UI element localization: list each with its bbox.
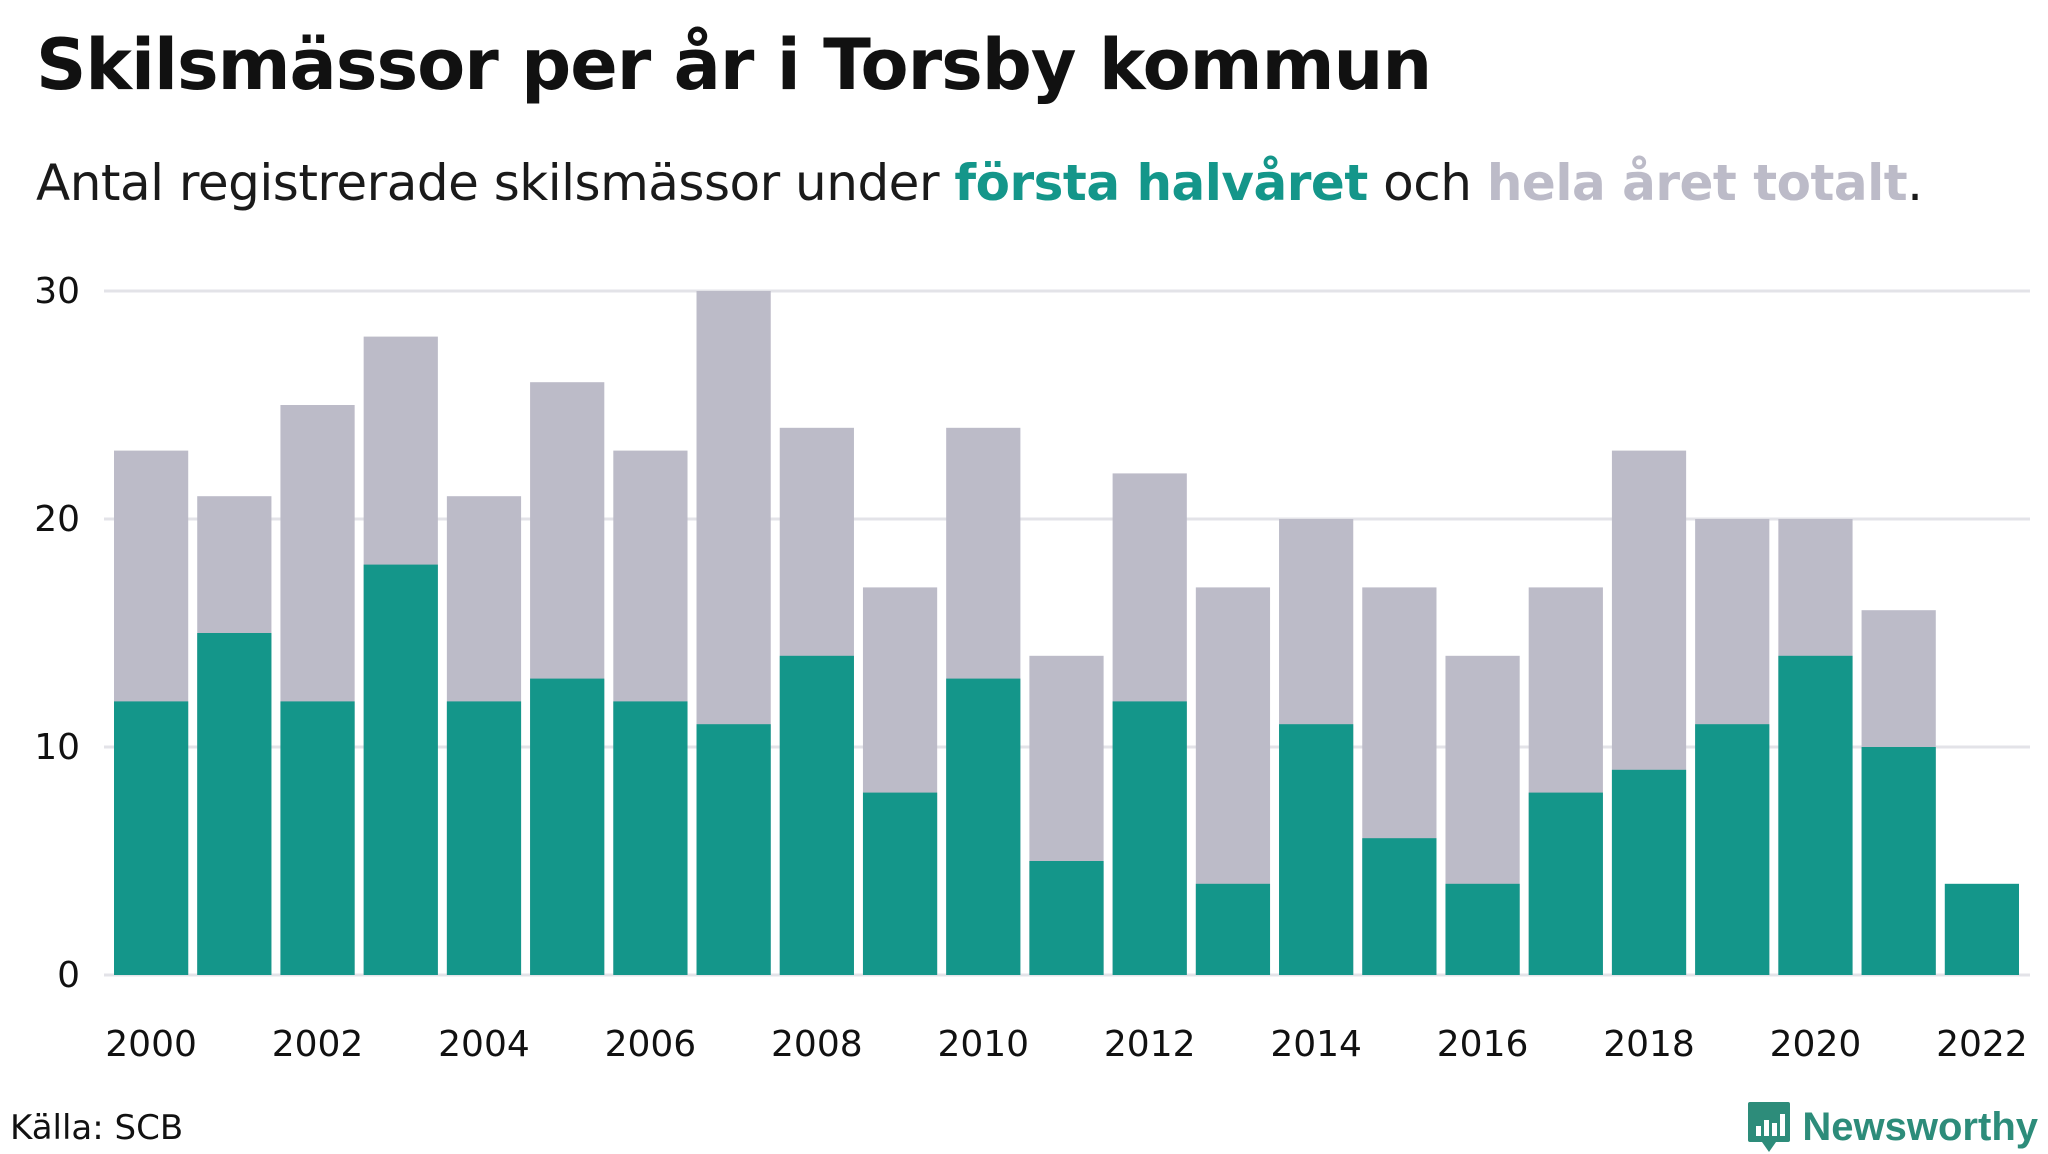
x-tick-label: 2012 [1104, 1024, 1196, 1065]
y-tick-label: 10 [34, 727, 80, 768]
subtitle-middle: och [1367, 154, 1487, 212]
bar-first-half-2004 [446, 701, 522, 975]
chart-title: Skilsmässor per år i Torsby kommun [36, 24, 1432, 106]
bar-first-half-2001 [197, 633, 272, 975]
x-tick-label: 2014 [1270, 1024, 1362, 1065]
brand-name: Newsworthy [1802, 1104, 2038, 1149]
legend-total: hela året totalt [1486, 154, 1908, 212]
bar-first-half-2003 [363, 564, 438, 975]
bar-first-half-2006 [613, 701, 688, 975]
x-tick-label: 2008 [771, 1024, 863, 1065]
x-tick-label: 2018 [1603, 1024, 1695, 1065]
x-tick-label: 2006 [605, 1024, 697, 1065]
x-tick-label: 2020 [1770, 1024, 1862, 1065]
newsworthy-icon [1748, 1102, 1791, 1152]
x-tick-label: 2000 [105, 1024, 197, 1065]
subtitle-suffix: . [1907, 154, 1923, 212]
y-tick-label: 30 [34, 271, 80, 312]
bar-first-half-2020 [1778, 655, 1853, 975]
bar-first-half-2016 [1445, 883, 1520, 975]
y-tick-label: 20 [34, 499, 80, 540]
bar-first-half-2008 [779, 655, 854, 975]
x-tick-label: 2022 [1936, 1024, 2028, 1065]
first-half-bars [114, 564, 2019, 975]
x-tick-label: 2004 [438, 1024, 530, 1065]
bar-first-half-2021 [1861, 747, 1936, 975]
x-tick-label: 2010 [937, 1024, 1029, 1065]
bar-first-half-2009 [862, 792, 938, 975]
chart-subtitle: Antal registrerade skilsmässor under för… [36, 154, 1923, 212]
bar-first-half-2005 [530, 678, 605, 975]
bar-first-half-2014 [1279, 724, 1354, 975]
subtitle-prefix: Antal registrerade skilsmässor under [36, 154, 955, 212]
bar-first-half-2019 [1695, 724, 1770, 975]
x-tick-label: 2002 [272, 1024, 364, 1065]
bar-first-half-2017 [1528, 792, 1603, 975]
x-axis-labels: 2000 2002 2004 2006 2008 2010 2012 2014 2016 2018… [105, 1024, 2027, 1065]
brand-logo: Newsworthy [1746, 1100, 2038, 1154]
y-tick-label: 0 [57, 955, 80, 996]
bar-first-half-2000 [114, 701, 189, 975]
bar-first-half-2007 [696, 724, 771, 975]
bar-first-half-2012 [1112, 701, 1187, 975]
source-note: Källa: SCB [10, 1108, 184, 1148]
bar-first-half-2010 [946, 678, 1021, 975]
y-axis-labels: 0 10 20 30 [34, 271, 80, 996]
bar-first-half-2011 [1029, 861, 1104, 975]
bar-first-half-2002 [280, 701, 355, 975]
x-tick-label: 2016 [1437, 1024, 1529, 1065]
bar-first-half-2013 [1195, 883, 1271, 975]
bar-first-half-2022 [1944, 883, 2019, 975]
bar-first-half-2015 [1362, 838, 1437, 975]
legend-first-half: första halvåret [954, 154, 1368, 212]
bar-first-half-2018 [1611, 769, 1687, 975]
